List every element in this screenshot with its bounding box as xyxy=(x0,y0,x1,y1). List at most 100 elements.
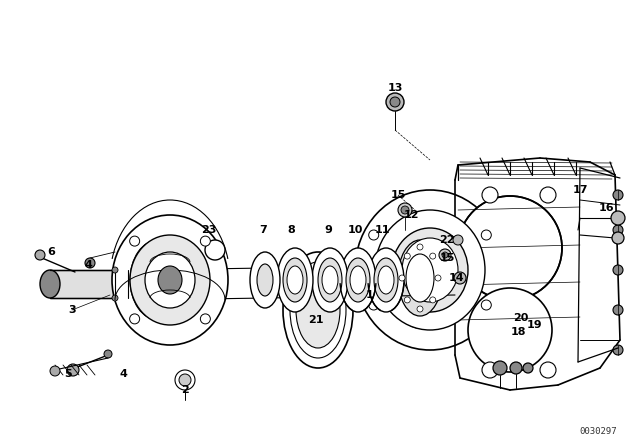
Ellipse shape xyxy=(355,190,505,350)
Circle shape xyxy=(200,314,211,324)
Ellipse shape xyxy=(290,262,346,358)
Circle shape xyxy=(523,363,533,373)
Ellipse shape xyxy=(112,215,228,345)
Text: 7: 7 xyxy=(259,225,267,235)
Circle shape xyxy=(481,300,492,310)
Text: 22: 22 xyxy=(439,235,455,245)
Ellipse shape xyxy=(402,238,458,302)
Circle shape xyxy=(613,345,623,355)
Text: 13: 13 xyxy=(387,83,403,93)
Circle shape xyxy=(613,190,623,200)
Ellipse shape xyxy=(374,258,398,302)
Circle shape xyxy=(613,305,623,315)
Circle shape xyxy=(482,362,498,378)
Text: 15: 15 xyxy=(439,253,454,263)
Circle shape xyxy=(205,240,225,260)
Ellipse shape xyxy=(346,258,370,302)
Ellipse shape xyxy=(40,270,60,298)
Text: 2: 2 xyxy=(181,385,189,395)
Circle shape xyxy=(386,93,404,111)
Ellipse shape xyxy=(392,228,468,312)
Circle shape xyxy=(429,297,436,303)
Circle shape xyxy=(493,361,507,375)
Ellipse shape xyxy=(468,288,552,372)
Text: 4: 4 xyxy=(119,369,127,379)
Circle shape xyxy=(130,314,140,324)
Text: 20: 20 xyxy=(513,313,529,323)
Circle shape xyxy=(435,275,441,281)
Ellipse shape xyxy=(398,240,442,316)
Ellipse shape xyxy=(283,258,307,302)
Circle shape xyxy=(442,252,448,258)
Circle shape xyxy=(175,370,195,390)
Circle shape xyxy=(540,362,556,378)
Text: 21: 21 xyxy=(308,315,324,325)
Circle shape xyxy=(481,230,492,240)
Circle shape xyxy=(439,249,451,261)
Text: 4: 4 xyxy=(84,260,92,270)
Ellipse shape xyxy=(250,252,280,308)
Circle shape xyxy=(200,236,211,246)
Ellipse shape xyxy=(350,266,366,294)
Text: 14: 14 xyxy=(448,273,464,283)
Ellipse shape xyxy=(375,210,485,330)
Ellipse shape xyxy=(287,266,303,294)
Text: 23: 23 xyxy=(202,225,217,235)
Ellipse shape xyxy=(458,196,562,300)
Text: 1: 1 xyxy=(366,290,374,300)
Circle shape xyxy=(510,362,522,374)
Circle shape xyxy=(404,253,410,259)
Bar xyxy=(50,270,170,298)
Ellipse shape xyxy=(340,248,376,312)
Text: 18: 18 xyxy=(510,327,525,337)
Text: 8: 8 xyxy=(287,225,295,235)
Circle shape xyxy=(50,366,60,376)
Text: 15: 15 xyxy=(390,190,406,200)
Ellipse shape xyxy=(390,228,450,328)
Text: 17: 17 xyxy=(572,185,588,195)
Circle shape xyxy=(482,187,498,203)
Circle shape xyxy=(454,272,466,284)
Ellipse shape xyxy=(257,264,273,296)
Circle shape xyxy=(35,250,45,260)
Text: 12: 12 xyxy=(403,210,419,220)
Circle shape xyxy=(429,253,436,259)
Circle shape xyxy=(398,203,412,217)
Ellipse shape xyxy=(277,248,313,312)
Circle shape xyxy=(112,267,118,273)
Ellipse shape xyxy=(318,258,342,302)
Text: 6: 6 xyxy=(47,247,55,257)
Circle shape xyxy=(417,244,423,250)
Text: 5: 5 xyxy=(64,369,72,379)
Ellipse shape xyxy=(145,252,195,308)
Ellipse shape xyxy=(312,248,348,312)
Ellipse shape xyxy=(130,235,210,325)
Circle shape xyxy=(613,265,623,275)
Ellipse shape xyxy=(378,266,394,294)
Text: 19: 19 xyxy=(527,320,543,330)
Circle shape xyxy=(540,187,556,203)
Ellipse shape xyxy=(406,254,434,302)
Ellipse shape xyxy=(158,266,182,294)
Circle shape xyxy=(179,374,191,386)
Circle shape xyxy=(613,225,623,235)
Circle shape xyxy=(611,211,625,225)
Ellipse shape xyxy=(283,252,353,368)
Circle shape xyxy=(417,306,423,312)
Circle shape xyxy=(401,206,409,214)
Text: 3: 3 xyxy=(68,305,76,315)
Circle shape xyxy=(612,232,624,244)
Circle shape xyxy=(85,258,95,268)
Circle shape xyxy=(67,364,79,376)
Circle shape xyxy=(369,300,379,310)
Text: 0030297: 0030297 xyxy=(579,427,617,436)
Circle shape xyxy=(130,236,140,246)
Circle shape xyxy=(399,275,405,281)
Text: 9: 9 xyxy=(324,225,332,235)
Ellipse shape xyxy=(130,240,186,320)
Text: 10: 10 xyxy=(348,225,363,235)
Circle shape xyxy=(369,230,379,240)
Circle shape xyxy=(112,295,118,301)
Ellipse shape xyxy=(322,266,338,294)
Circle shape xyxy=(404,297,410,303)
